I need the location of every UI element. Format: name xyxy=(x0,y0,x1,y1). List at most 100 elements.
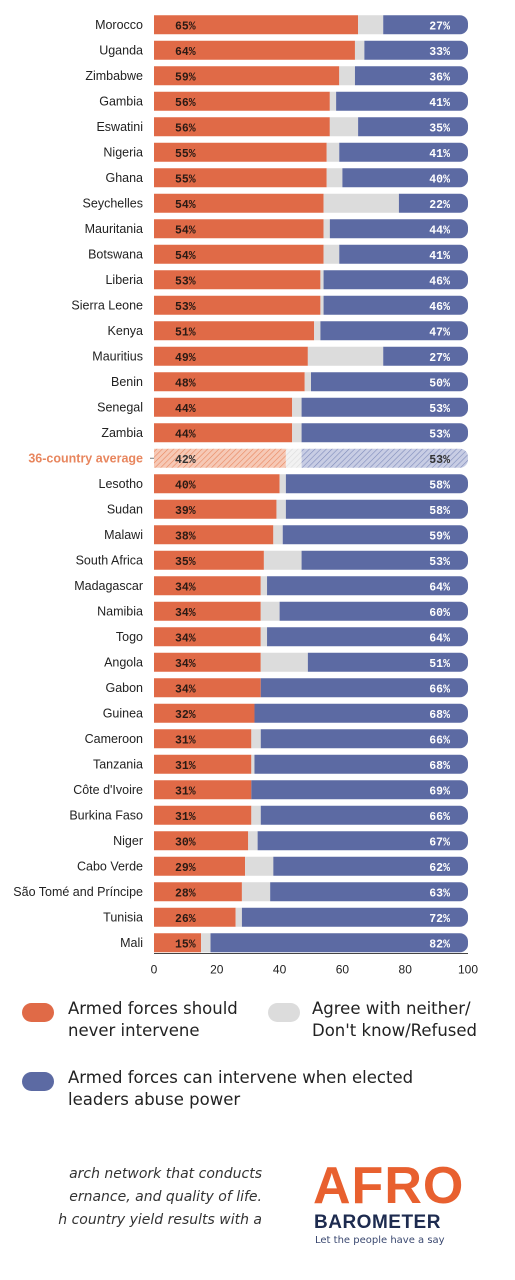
legend-swatch-neither xyxy=(268,1003,300,1022)
bar-never-segment xyxy=(154,601,261,621)
value-label-never: 55% xyxy=(175,148,196,161)
bar-can-segment xyxy=(311,372,468,392)
country-label: Gambia xyxy=(99,94,143,108)
bar-neither-segment xyxy=(279,474,286,494)
value-label-can: 27% xyxy=(429,352,450,365)
value-label-can: 46% xyxy=(429,301,450,314)
bar-neither-segment xyxy=(329,91,337,111)
country-label: Sudan xyxy=(107,502,143,516)
legend-swatch-can xyxy=(22,1072,54,1091)
bar-neither-segment xyxy=(251,754,255,774)
legend-label-never: Armed forces should never intervene xyxy=(68,999,238,1040)
country-label: Nigeria xyxy=(103,145,143,159)
value-label-never: 34% xyxy=(175,658,196,671)
value-label-never: 65% xyxy=(175,20,196,33)
value-label-can: 51% xyxy=(429,658,450,671)
bar-neither-segment xyxy=(326,142,340,162)
value-label-can: 41% xyxy=(429,148,450,161)
value-label-never: 64% xyxy=(175,46,196,59)
value-label-never: 26% xyxy=(175,913,196,926)
bar-neither-segment xyxy=(339,66,355,86)
bar-never-segment xyxy=(154,907,236,927)
value-label-can: 82% xyxy=(429,938,450,951)
country-label: Benin xyxy=(111,375,143,389)
country-label: Uganda xyxy=(99,43,143,57)
value-label-never: 54% xyxy=(175,250,196,263)
country-label: Gabon xyxy=(105,681,143,695)
value-label-can: 58% xyxy=(429,479,450,492)
bar-never-segment xyxy=(154,525,274,545)
bar-neither-segment xyxy=(329,117,359,137)
bar-can-segment xyxy=(270,882,468,902)
logo-brand-top: AFRO xyxy=(313,1157,465,1215)
bar-never-segment xyxy=(154,652,261,672)
value-label-never: 44% xyxy=(175,403,196,416)
bar-can-segment xyxy=(254,754,468,774)
bar-neither-segment xyxy=(323,244,340,264)
bar-never-segment xyxy=(154,474,280,494)
bar-neither-segment xyxy=(260,576,268,596)
value-label-never: 34% xyxy=(175,581,196,594)
bar-can-segment xyxy=(301,397,468,417)
bar-can-segment xyxy=(354,66,468,86)
bar-never-segment xyxy=(154,423,293,443)
value-label-never: 30% xyxy=(175,836,196,849)
bar-can-segment xyxy=(323,270,468,290)
value-label-can: 63% xyxy=(429,887,450,900)
value-label-never: 53% xyxy=(175,275,196,288)
bar-can-segment xyxy=(282,525,468,545)
value-label-never: 38% xyxy=(175,530,196,543)
bar-can-segment xyxy=(273,856,468,876)
bar-never-segment xyxy=(154,219,324,239)
value-label-never: 40% xyxy=(175,479,196,492)
value-label-can: 33% xyxy=(429,46,450,59)
value-label-can: 44% xyxy=(429,224,450,237)
country-label: Guinea xyxy=(103,706,143,720)
value-label-can: 36% xyxy=(429,71,450,84)
bar-neither-segment xyxy=(260,627,268,647)
country-label: Niger xyxy=(113,834,143,848)
value-label-never: 31% xyxy=(175,785,196,798)
country-label: Togo xyxy=(116,630,143,644)
bar-neither-segment xyxy=(273,525,283,545)
bar-neither-segment xyxy=(276,499,286,519)
bar-neither-segment xyxy=(260,601,280,621)
value-label-can: 66% xyxy=(429,734,450,747)
bar-never-segment xyxy=(154,933,202,953)
bar-never-segment xyxy=(154,703,255,723)
bar-can-segment xyxy=(336,91,468,111)
country-label: Cabo Verde xyxy=(77,859,143,873)
country-label: Eswatini xyxy=(96,120,143,134)
bar-neither-segment xyxy=(320,270,324,290)
bar-can-segment xyxy=(398,193,468,213)
bar-can-segment xyxy=(339,244,468,264)
bar-neither-segment xyxy=(251,805,261,825)
bar-can-segment xyxy=(301,550,468,570)
country-label: Tunisia xyxy=(103,910,143,924)
bar-neither-segment xyxy=(285,448,302,468)
bar-can-segment xyxy=(358,117,468,137)
value-label-can: 40% xyxy=(429,173,450,186)
average-label: 36-country average xyxy=(28,451,143,465)
bar-can-segment xyxy=(210,933,468,953)
value-label-can: 50% xyxy=(429,377,450,390)
bar-neither-segment xyxy=(292,397,302,417)
bar-never-segment xyxy=(154,321,315,341)
bar-neither-segment xyxy=(292,423,302,443)
bar-neither-segment xyxy=(235,907,242,927)
value-label-never: 42% xyxy=(175,454,196,467)
country-label: Burkina Faso xyxy=(69,808,143,822)
bar-never-segment xyxy=(154,550,264,570)
country-label: Zimbabwe xyxy=(85,69,143,83)
value-label-can: 67% xyxy=(429,836,450,849)
bar-neither-segment xyxy=(314,321,321,341)
bar-never-segment xyxy=(154,805,252,825)
bar-can-segment xyxy=(342,168,468,188)
value-label-never: 51% xyxy=(175,326,196,339)
value-label-never: 34% xyxy=(175,683,196,696)
country-label: South Africa xyxy=(76,553,143,567)
value-label-never: 56% xyxy=(175,97,196,110)
bar-never-segment xyxy=(154,142,327,162)
value-label-can: 35% xyxy=(429,122,450,135)
value-label-never: 28% xyxy=(175,887,196,900)
